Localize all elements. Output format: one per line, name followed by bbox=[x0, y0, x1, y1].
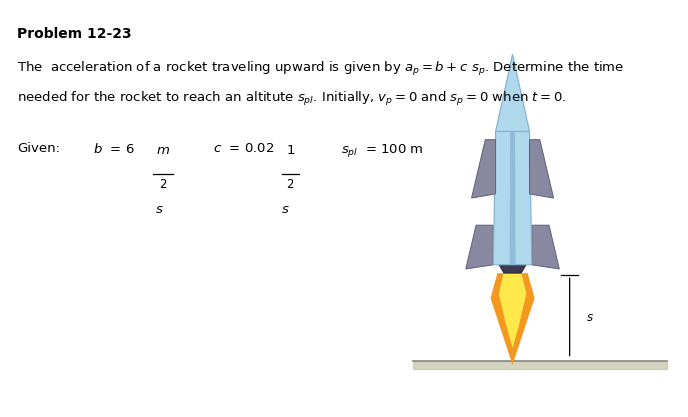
Polygon shape bbox=[510, 131, 515, 265]
Text: 2: 2 bbox=[286, 178, 294, 191]
Text: $b$  = 6: $b$ = 6 bbox=[93, 142, 135, 156]
Text: Given:: Given: bbox=[17, 142, 61, 155]
Text: s: s bbox=[587, 311, 593, 324]
Polygon shape bbox=[499, 265, 526, 273]
Polygon shape bbox=[532, 225, 559, 269]
Polygon shape bbox=[495, 54, 530, 131]
Text: needed for the rocket to reach an altitute $s_{pl}$. Initially, $v_p = 0$ and $s: needed for the rocket to reach an altitu… bbox=[17, 90, 567, 108]
Text: Problem 12-23: Problem 12-23 bbox=[17, 27, 132, 41]
Polygon shape bbox=[491, 273, 535, 365]
Text: 2: 2 bbox=[160, 178, 167, 191]
Text: 1: 1 bbox=[287, 144, 295, 157]
Polygon shape bbox=[471, 140, 495, 198]
Text: s: s bbox=[155, 203, 162, 216]
Text: s: s bbox=[282, 203, 289, 216]
Polygon shape bbox=[493, 131, 532, 265]
Polygon shape bbox=[530, 140, 554, 198]
Text: The  acceleration of a rocket traveling upward is given by $a_p = b + c\ s_p$. D: The acceleration of a rocket traveling u… bbox=[17, 60, 625, 78]
Polygon shape bbox=[499, 273, 526, 348]
Text: m: m bbox=[157, 144, 170, 157]
Polygon shape bbox=[466, 225, 493, 269]
Polygon shape bbox=[501, 256, 524, 261]
Text: $s_{pl}$  = 100 m: $s_{pl}$ = 100 m bbox=[341, 142, 423, 159]
Text: $c$  = 0.02: $c$ = 0.02 bbox=[213, 142, 275, 155]
